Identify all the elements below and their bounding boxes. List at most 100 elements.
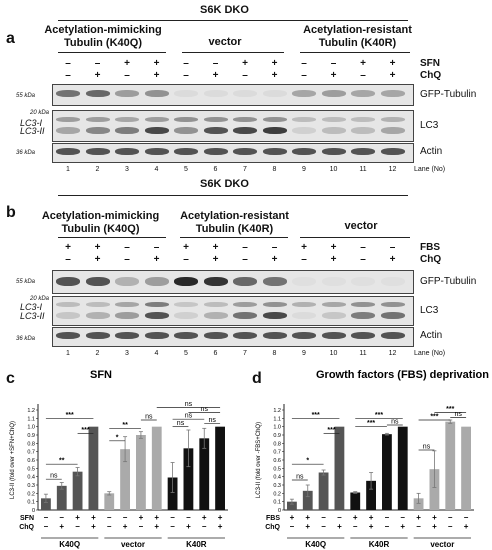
condition-row-label: SFN — [20, 515, 34, 522]
panel-b-mw-36: 36 kDa — [16, 336, 36, 342]
panel-b-row-fbs-label: FBS — [420, 242, 440, 253]
treatment-sign: – — [124, 70, 130, 81]
significance-label: * — [306, 458, 309, 465]
y-tick-label: 1.1 — [27, 416, 35, 422]
bar — [199, 438, 210, 510]
treatment-sign: + — [153, 58, 160, 69]
lane-number: 5 — [184, 166, 188, 173]
panel-b-mw-20: 20 kDa — [30, 296, 50, 302]
treatment-sign: – — [389, 242, 396, 253]
blot-band — [351, 148, 375, 155]
lane-number: 5 — [184, 350, 188, 357]
y-tick-label: 0.7 — [273, 450, 281, 456]
treatment-sign: – — [242, 242, 248, 253]
significance-label: *** — [375, 412, 383, 419]
blot-band — [233, 127, 257, 134]
blot-band — [321, 312, 346, 319]
condition-sign: – — [385, 522, 390, 531]
blot-band — [351, 277, 375, 286]
treatment-sign: – — [65, 70, 71, 81]
panel-a-label: a — [6, 30, 15, 47]
significance-label: *** — [446, 406, 454, 413]
panel-d-label: d — [252, 370, 262, 387]
blot-band — [233, 302, 257, 307]
treatment-sign: + — [360, 58, 366, 69]
panel-b-lc3i-label: LC3-I — [20, 302, 43, 312]
bar — [397, 426, 408, 510]
y-tick-label: 0.6 — [27, 458, 35, 464]
blot-band — [144, 127, 169, 134]
treatment-sign: – — [301, 254, 307, 265]
blot-band — [380, 127, 405, 134]
blot-band — [174, 117, 198, 122]
blot-band — [292, 277, 316, 286]
significance-label: *** — [430, 414, 438, 421]
y-tick-label: 0.8 — [27, 441, 35, 447]
condition-sign: – — [107, 522, 112, 531]
panel-a-row-sfn-label: SFN — [420, 58, 440, 69]
treatment-sign: – — [360, 70, 366, 81]
condition-sign: – — [448, 513, 453, 522]
treatment-sign: – — [153, 242, 160, 253]
treatment-sign: + — [330, 70, 337, 81]
lane-number: 10 — [329, 350, 338, 357]
treatment-sign: + — [212, 254, 219, 265]
treatment-sign: – — [65, 254, 71, 265]
blot-band — [144, 302, 169, 307]
blot-band — [262, 332, 287, 339]
blot-band — [56, 332, 80, 339]
blot-band — [321, 127, 346, 134]
significance-label: *** — [327, 427, 335, 434]
blot-band — [321, 90, 346, 97]
treatment-sign: – — [242, 254, 248, 265]
blot-band — [321, 332, 346, 339]
significance-label: *** — [367, 420, 375, 427]
significance-label: *** — [66, 412, 74, 419]
condition-sign: + — [353, 513, 358, 522]
bar — [429, 469, 440, 510]
panel-a-lc3-blot — [52, 110, 414, 142]
panel-c-label: c — [6, 370, 15, 387]
blot-band — [292, 302, 316, 307]
blot-band — [85, 127, 110, 134]
blot-band — [174, 312, 198, 319]
lane-number: 11 — [359, 166, 367, 173]
blot-band — [262, 90, 287, 97]
panel-a-header: S6K DKO — [200, 4, 249, 16]
condition-sign: + — [154, 513, 159, 522]
blot-band — [144, 277, 169, 286]
panel-a-gfp-label: GFP-Tubulin — [420, 89, 477, 100]
treatment-sign: + — [65, 242, 71, 253]
condition-sign: – — [123, 513, 128, 522]
blot-band — [233, 277, 257, 286]
panel-b-actin-label: Actin — [420, 330, 443, 341]
blot-band — [351, 90, 375, 97]
condition-sign: + — [59, 522, 64, 531]
treatment-sign: – — [65, 58, 71, 69]
bar — [120, 449, 130, 510]
blot-band — [144, 332, 169, 339]
blot-band — [351, 312, 375, 319]
y-tick-label: 0 — [32, 508, 35, 514]
y-tick-label: 0 — [278, 508, 281, 514]
blot-band — [85, 312, 110, 319]
blot-band — [380, 332, 405, 339]
condition-sign: + — [416, 513, 421, 522]
blot-band — [351, 127, 375, 134]
blot-band — [292, 90, 316, 97]
treatment-sign: – — [271, 242, 278, 253]
treatment-sign: – — [94, 58, 101, 69]
chart-title: SFN — [90, 369, 112, 381]
panel-b-lc3ii-label: LC3-II — [20, 311, 45, 321]
blot-band — [85, 90, 110, 97]
group-label: K40R — [369, 540, 390, 549]
bar — [88, 426, 99, 510]
lane-number: 6 — [213, 350, 218, 357]
bar — [413, 498, 424, 510]
significance-label: *** — [81, 427, 89, 434]
condition-sign: – — [353, 522, 358, 531]
significance-label: *** — [312, 412, 320, 419]
lane-number: 12 — [388, 350, 397, 357]
blot-band — [203, 332, 228, 339]
blot-band — [115, 90, 139, 97]
